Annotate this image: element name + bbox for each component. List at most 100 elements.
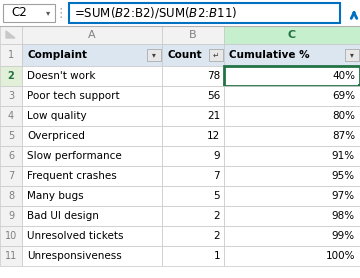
Bar	[224, 126, 360, 146]
Bar	[224, 66, 360, 86]
Bar	[0, 226, 22, 246]
Text: 40%: 40%	[332, 71, 355, 81]
Bar	[22, 126, 162, 146]
Text: Count: Count	[167, 50, 202, 60]
Bar	[224, 246, 360, 266]
Bar	[22, 146, 162, 166]
Text: ▾: ▾	[46, 9, 50, 18]
Text: A: A	[88, 30, 96, 40]
Bar	[22, 186, 162, 206]
Text: 9: 9	[213, 151, 220, 161]
Bar	[162, 166, 224, 186]
Bar	[22, 166, 162, 186]
Text: ▾: ▾	[350, 51, 354, 59]
Text: C2: C2	[11, 6, 27, 19]
Bar	[22, 106, 162, 126]
Text: 6: 6	[8, 151, 14, 161]
Bar	[162, 226, 224, 246]
Text: 21: 21	[207, 111, 220, 121]
Bar	[0, 106, 22, 126]
Text: 11: 11	[5, 251, 17, 261]
Bar	[224, 206, 360, 226]
Text: Overpriced: Overpriced	[27, 131, 85, 141]
Text: 97%: 97%	[332, 191, 355, 201]
Bar	[162, 246, 224, 266]
Bar	[162, 126, 224, 146]
Text: Cumulative %: Cumulative %	[229, 50, 310, 60]
Text: 56: 56	[207, 91, 220, 101]
Bar	[162, 86, 224, 106]
Bar	[22, 26, 162, 44]
Bar	[358, 84, 360, 88]
Bar	[0, 146, 22, 166]
Bar	[162, 106, 224, 126]
Polygon shape	[6, 31, 15, 38]
Text: ↵: ↵	[213, 51, 219, 59]
Text: Many bugs: Many bugs	[27, 191, 84, 201]
Bar	[22, 226, 162, 246]
Text: Doesn't work: Doesn't work	[27, 71, 95, 81]
Text: 7: 7	[213, 171, 220, 181]
Text: 99%: 99%	[332, 231, 355, 241]
Bar	[224, 146, 360, 166]
Text: 78: 78	[207, 71, 220, 81]
Text: 5: 5	[213, 191, 220, 201]
Bar	[22, 44, 162, 66]
Text: 87%: 87%	[332, 131, 355, 141]
Text: Poor tech support: Poor tech support	[27, 91, 120, 101]
Bar	[162, 44, 224, 66]
Bar	[224, 44, 360, 66]
Bar	[345, 49, 359, 61]
Text: Unresponsiveness: Unresponsiveness	[27, 251, 122, 261]
Bar	[0, 246, 22, 266]
Text: 2: 2	[8, 71, 14, 81]
Bar	[0, 186, 22, 206]
Text: Low quality: Low quality	[27, 111, 87, 121]
Bar	[162, 186, 224, 206]
Bar	[0, 0, 360, 26]
Text: Bad UI design: Bad UI design	[27, 211, 99, 221]
Text: 5: 5	[8, 131, 14, 141]
Text: 1: 1	[8, 50, 14, 60]
Bar	[162, 66, 224, 86]
Bar	[209, 49, 223, 61]
Bar	[22, 206, 162, 226]
Bar	[162, 146, 224, 166]
Text: 1: 1	[213, 251, 220, 261]
Bar	[147, 49, 161, 61]
Bar	[224, 26, 360, 44]
Bar	[224, 66, 360, 86]
Bar	[224, 186, 360, 206]
Bar	[0, 86, 22, 106]
Bar	[224, 106, 360, 126]
Bar	[162, 206, 224, 226]
Bar	[0, 66, 22, 86]
Text: 98%: 98%	[332, 211, 355, 221]
Bar	[0, 166, 22, 186]
Text: 10: 10	[5, 231, 17, 241]
Text: ▾: ▾	[152, 51, 156, 59]
Text: ⋮: ⋮	[55, 6, 67, 19]
Bar	[22, 66, 162, 86]
Bar	[0, 206, 22, 226]
Bar	[0, 126, 22, 146]
Text: 69%: 69%	[332, 91, 355, 101]
Text: Frequent crashes: Frequent crashes	[27, 171, 117, 181]
Bar	[69, 3, 340, 23]
Bar	[224, 226, 360, 246]
Bar	[224, 86, 360, 106]
Text: 7: 7	[8, 171, 14, 181]
Text: 100%: 100%	[325, 251, 355, 261]
Bar	[22, 86, 162, 106]
Text: B: B	[189, 30, 197, 40]
Text: 8: 8	[8, 191, 14, 201]
Text: 91%: 91%	[332, 151, 355, 161]
Text: 95%: 95%	[332, 171, 355, 181]
Bar	[3, 4, 55, 22]
Bar	[224, 166, 360, 186]
Text: 2: 2	[213, 211, 220, 221]
Text: 4: 4	[8, 111, 14, 121]
Text: 9: 9	[8, 211, 14, 221]
Bar	[162, 26, 224, 44]
Text: Complaint: Complaint	[27, 50, 87, 60]
